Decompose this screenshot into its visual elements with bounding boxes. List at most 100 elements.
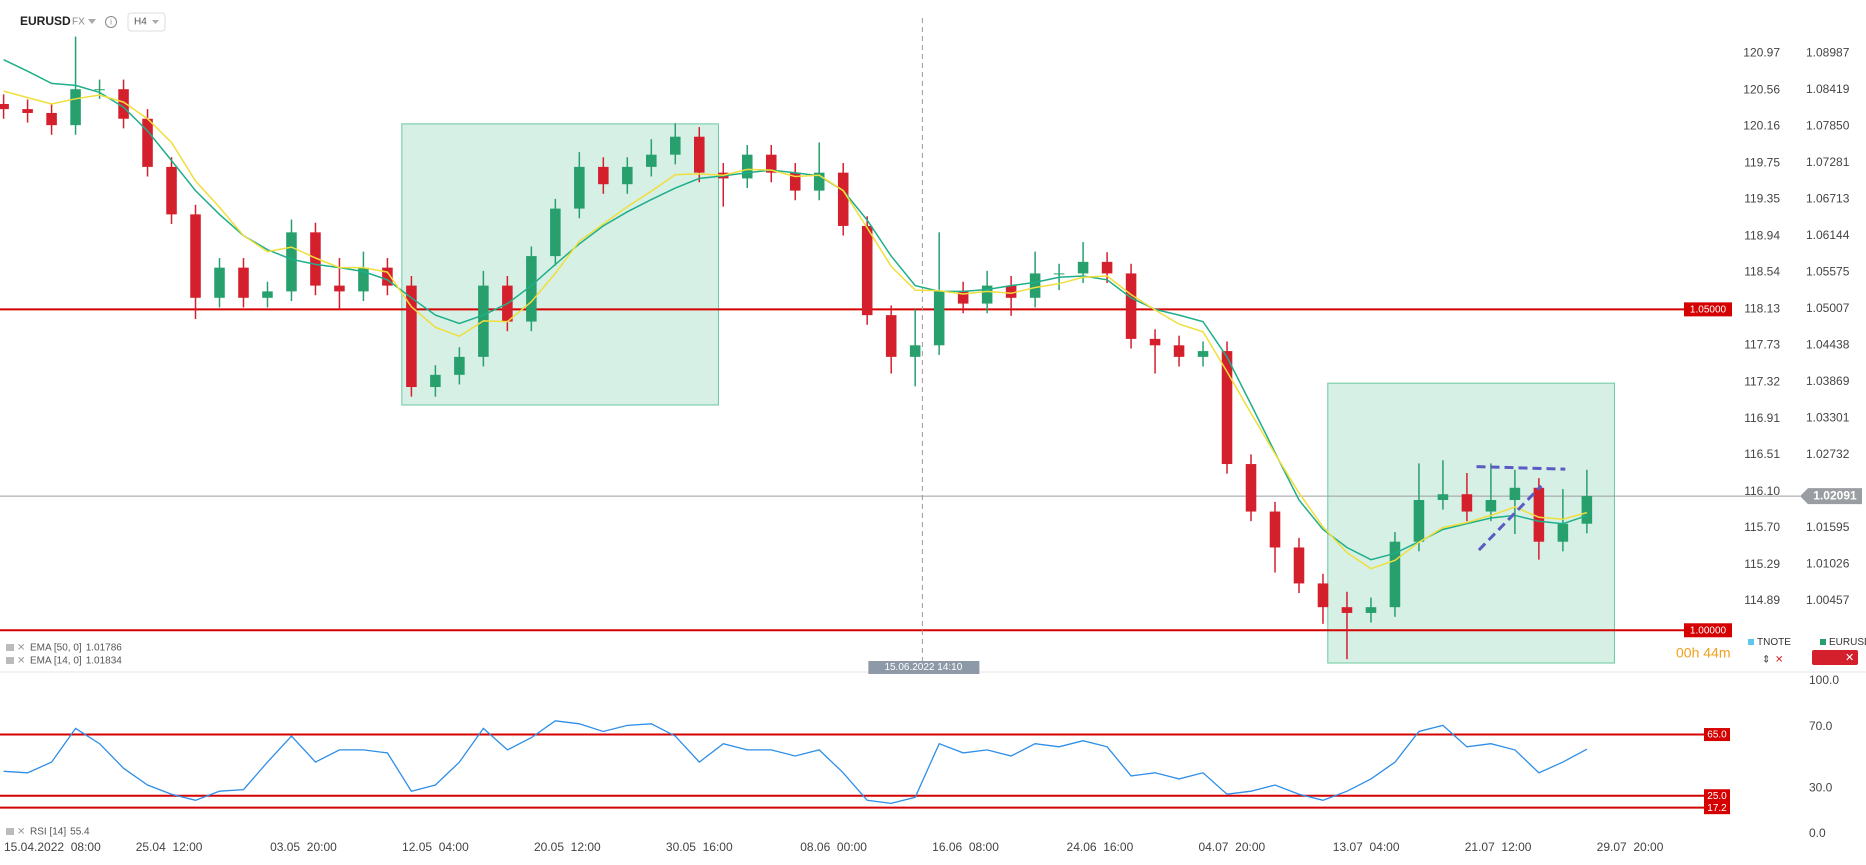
legend-label: TNOTE [1757,637,1791,648]
candle-body [238,267,249,298]
level-badge [1684,623,1732,638]
candle-body [933,291,945,346]
y-tick-label: 1.03301 [1806,411,1850,425]
candle-body [1077,261,1089,274]
sort-glyph: ⇕ [1762,655,1770,666]
y-tick-label: 1.01595 [1806,520,1850,534]
x-tick-label: 15.04.2022 08:00 [4,840,101,854]
candle-body [70,89,81,126]
x-tick-label: 13.07 04:00 [1333,840,1400,854]
candle-body [670,136,681,155]
y-tick-label: 1.06144 [1806,228,1850,242]
candle-body [1149,338,1161,346]
candle-body [1437,494,1449,500]
remove-glyph: ✕ [1775,655,1783,666]
level-label: 1.00000 [1690,625,1727,636]
legend-close: ✕ [17,643,25,654]
candle-body [1533,487,1545,542]
y-tick-label: 1.01026 [1806,557,1850,571]
level-label: 65.0 [1707,730,1727,741]
candle-body [765,154,777,173]
timeframe[interactable]: H4 [134,17,147,28]
legend-icon [6,828,14,835]
level-badge [1704,728,1730,742]
rsi-line [3,720,1588,805]
candle-body [142,118,153,167]
x-tick-label: 04.07 20:00 [1198,840,1265,854]
candle-body [190,214,201,298]
x-tick-label: 20.05 12:00 [534,840,601,854]
candle-body [214,267,225,298]
candle-body [1389,541,1401,608]
candle-body [909,345,921,357]
info-icon[interactable] [105,16,117,28]
candle-body [46,112,57,126]
legend-label: EURUSD [1829,637,1866,648]
y2-tick-label: 120.56 [1743,83,1780,97]
y2-tick-label: 118.13 [1744,301,1780,315]
y-tick-label: 30.0 [1809,780,1833,794]
trendline [1476,465,1566,471]
x-tick-label: 03.05 20:00 [270,840,337,854]
x-tick-label: 12.05 04:00 [402,840,469,854]
dropdown-caret[interactable] [88,19,96,24]
candle-body [430,374,441,388]
legend-icon [6,644,14,651]
candle-body [957,291,969,304]
y-tick-label: 0.0 [1809,826,1826,840]
price-badge-arrow [1800,488,1862,505]
candle-body [286,232,297,292]
candle-body [981,285,993,304]
y-tick-label: 1.07281 [1806,155,1850,169]
level-label: 25.0 [1707,791,1727,802]
candle-body [526,256,537,322]
candle-body [22,109,33,113]
candle-body [1053,273,1065,275]
timeframe-box[interactable] [127,12,166,32]
y2-tick-label: 116.51 [1744,447,1780,461]
y2-tick-label: 117.32 [1744,374,1780,388]
candle-body [94,89,105,91]
y-tick-label: 1.00457 [1806,593,1850,607]
x-tick-label: 08.06 00:00 [800,840,867,854]
x-tick-label: 16.06 08:00 [932,840,999,854]
candle-body [454,356,465,375]
close-button[interactable] [1812,650,1858,665]
candle-body [1509,487,1521,500]
candle-body [1101,261,1113,274]
candle-body [1173,345,1185,357]
candle-body [1293,547,1305,584]
candle-body [0,103,9,110]
candle-body [1125,273,1137,339]
level-label: 1.02091 [1813,489,1857,503]
info-glyph: i [110,18,112,27]
legend-swatch [1748,639,1754,645]
candle-body [118,89,129,119]
y-tick-label: 1.08419 [1806,82,1850,96]
countdown: 00h 44m [1676,645,1730,661]
y2-tick-label: 116.10 [1744,484,1780,498]
legend-name: EMA [50, 0] [30,643,82,654]
y-tick-label: 1.04438 [1806,338,1850,352]
market: FX [72,17,85,28]
timeframe-caret [152,20,159,24]
y-tick-label: 1.02732 [1806,447,1850,461]
level-label: 17.2 [1707,803,1727,814]
candle-body [813,172,825,191]
candle-body [382,267,393,286]
y-tick-label: 1.05575 [1806,265,1850,279]
candle-body [741,154,753,179]
candle-body [358,267,369,292]
candle-body [1317,583,1329,608]
candle-body [1221,351,1233,465]
y2-tick-label: 114.89 [1744,593,1780,607]
candle-body [598,166,609,185]
candle-body [1557,523,1569,542]
symbol[interactable]: EURUSD [20,14,71,28]
candle-body [1005,285,1017,298]
x-tick-label: 25.04 12:00 [136,840,203,854]
legend-close: ✕ [17,656,25,667]
y2-tick-label: 116.91 [1744,411,1780,425]
y-tick-label: 1.08987 [1806,46,1850,60]
